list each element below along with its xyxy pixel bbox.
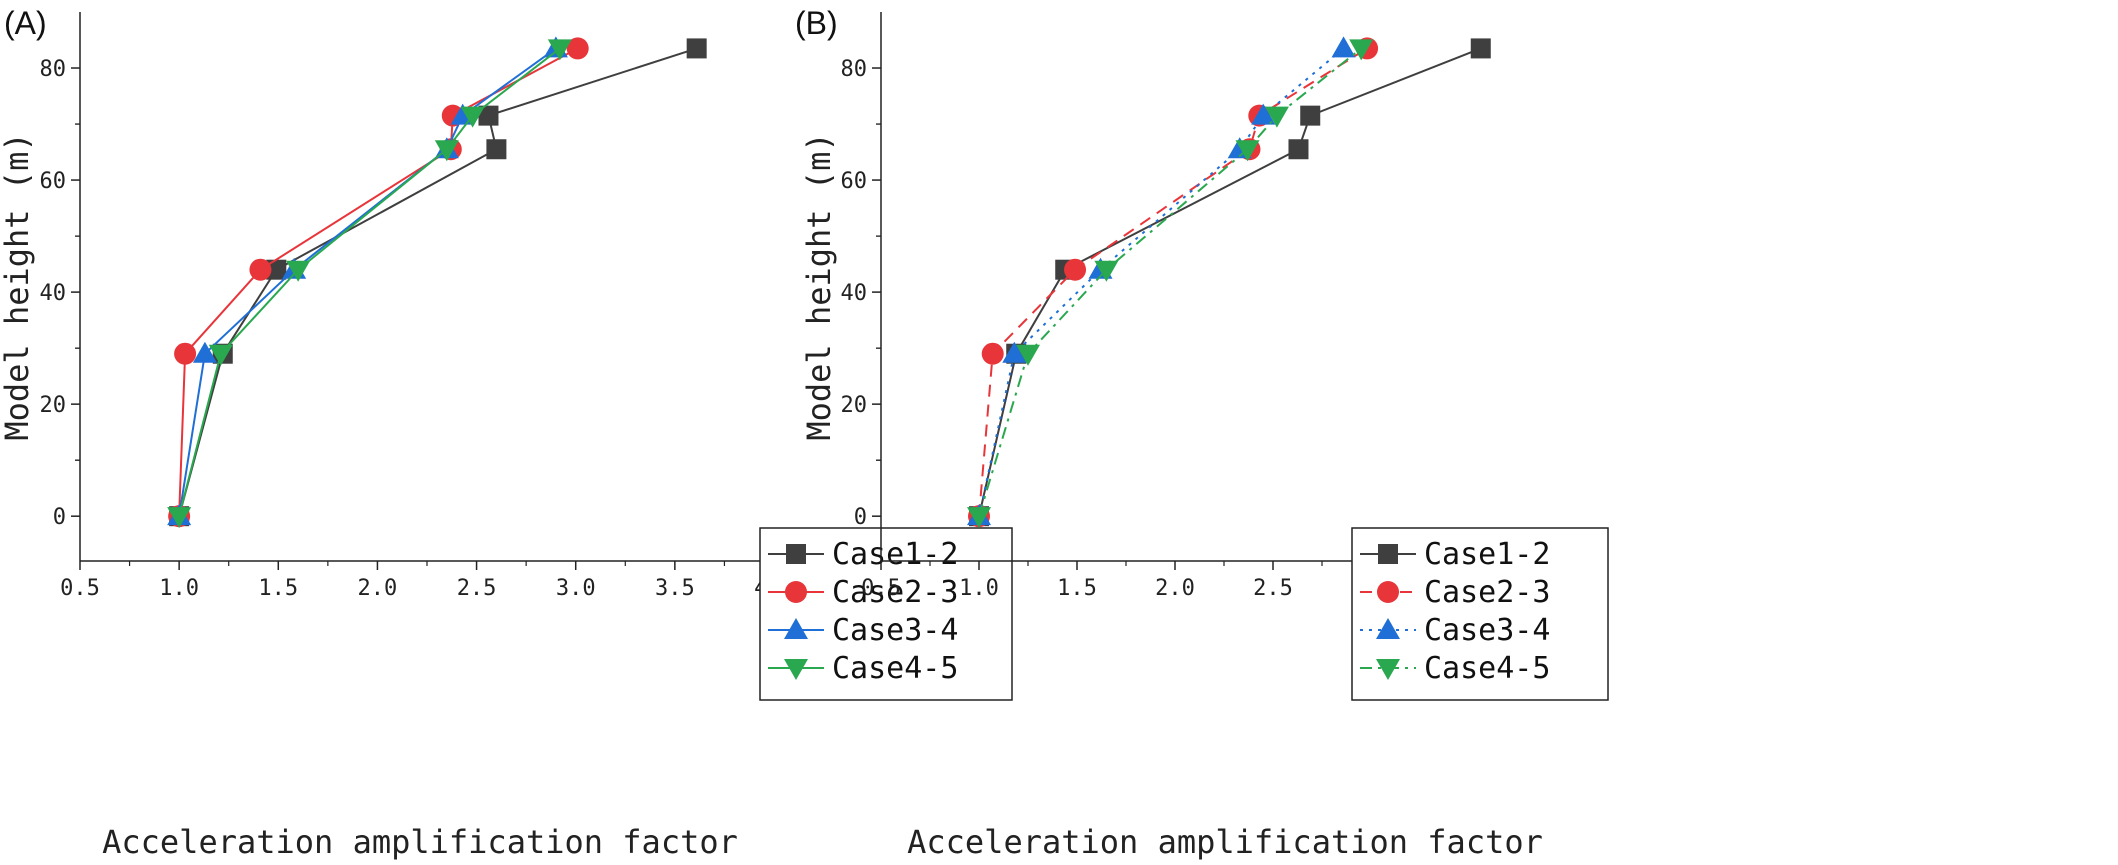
- series-Case1-2: [969, 38, 1491, 527]
- x-tick-label: 0.5: [861, 576, 901, 601]
- data-point: [266, 259, 287, 280]
- legend-marker: [784, 659, 808, 680]
- legend-entry: Case3-4: [768, 613, 958, 648]
- data-point: [486, 139, 507, 160]
- data-point: [1470, 38, 1491, 59]
- data-point: [1235, 140, 1260, 162]
- y-tick-label: 0: [854, 505, 867, 530]
- data-point: [286, 260, 311, 282]
- data-point: [1264, 106, 1289, 128]
- y-tick-label: 20: [40, 393, 67, 418]
- data-point: [1349, 39, 1374, 61]
- x-tick-label: 0.5: [60, 576, 100, 601]
- data-point: [1251, 103, 1276, 125]
- series-Case4-5: [167, 39, 572, 529]
- y-tick-label: 60: [841, 169, 868, 194]
- legend-label: Case1-2: [832, 537, 958, 572]
- legend-label: Case3-4: [1424, 613, 1550, 648]
- legend-label: Case3-4: [832, 613, 958, 648]
- panel-b: (B)0.51.01.52.02.53.03.54.0020406080Acce…: [795, 5, 1609, 861]
- x-tick-label: 2.5: [457, 576, 497, 601]
- data-point: [434, 140, 459, 162]
- legend-label: Case2-3: [1424, 575, 1550, 610]
- legend-entry: Case4-5: [1360, 651, 1550, 686]
- data-point: [1288, 139, 1309, 160]
- y-tick-label: 60: [40, 169, 67, 194]
- data-point: [566, 37, 589, 60]
- legend-entry: Case4-5: [768, 651, 958, 686]
- series-Case2-3: [168, 37, 589, 528]
- legend-marker: [1376, 618, 1400, 639]
- x-tick-label: 1.5: [1057, 576, 1097, 601]
- x-tick-label: 3.0: [556, 576, 596, 601]
- data-point: [460, 106, 485, 128]
- y-tick-label: 40: [841, 281, 868, 306]
- data-point: [981, 342, 1004, 365]
- panel-label: (A): [4, 5, 47, 41]
- legend-label: Case2-3: [832, 575, 958, 610]
- data-point: [249, 258, 272, 281]
- legend-marker: [1376, 659, 1400, 680]
- legend-label: Case4-5: [832, 651, 958, 686]
- x-tick-label: 2.5: [1253, 576, 1293, 601]
- y-axis-title: Model height (m): [800, 132, 838, 440]
- legend-entry: Case2-3: [768, 575, 958, 610]
- legend-entry: Case2-3: [1360, 575, 1550, 610]
- legend-marker: [1378, 544, 1398, 564]
- series-line: [978, 47, 1345, 517]
- y-tick-label: 20: [841, 393, 868, 418]
- data-point: [208, 344, 233, 366]
- data-point: [1064, 258, 1087, 281]
- panel-label: (B): [795, 5, 838, 41]
- data-point: [1300, 105, 1321, 126]
- series-line: [178, 47, 561, 517]
- y-tick-label: 40: [40, 281, 67, 306]
- legend-label: Case1-2: [1424, 537, 1550, 572]
- series-line: [978, 47, 1482, 517]
- y-tick-label: 0: [53, 505, 66, 530]
- data-point: [967, 507, 991, 529]
- x-axis-title: Acceleration amplification factor: [907, 823, 1543, 861]
- x-tick-label: 1.0: [959, 576, 999, 601]
- series-line: [178, 47, 557, 517]
- panel-a: (A)0.51.01.52.02.53.03.54.0020406080Acce…: [0, 5, 1013, 861]
- x-axis-title: Acceleration amplification factor: [102, 823, 738, 861]
- x-tick-label: 3.5: [655, 576, 695, 601]
- legend-marker: [1377, 581, 1399, 603]
- data-point: [174, 342, 197, 365]
- legend-entry: Case1-2: [768, 537, 958, 572]
- x-tick-label: 1.0: [159, 576, 199, 601]
- legend-marker: [786, 544, 806, 564]
- data-point: [1016, 344, 1040, 366]
- data-point: [547, 39, 572, 61]
- series-line: [178, 47, 579, 517]
- y-tick-label: 80: [40, 57, 67, 82]
- legend-marker: [785, 581, 807, 603]
- series-Case3-4: [967, 36, 1356, 526]
- x-tick-label: 1.5: [258, 576, 298, 601]
- series-line: [178, 47, 698, 517]
- series-line: [978, 47, 1362, 517]
- x-tick-label: 2.0: [1155, 576, 1195, 601]
- y-axis-title: Model height (m): [0, 132, 36, 440]
- data-point: [192, 341, 217, 363]
- series-line: [978, 47, 1368, 517]
- data-point: [1331, 36, 1356, 58]
- data-point: [167, 507, 192, 529]
- legend-label: Case4-5: [1424, 651, 1550, 686]
- data-point: [1002, 341, 1027, 363]
- legend-entry: Case3-4: [1360, 613, 1550, 648]
- data-point: [1094, 260, 1119, 282]
- data-point: [478, 105, 499, 126]
- data-point: [686, 38, 707, 59]
- series-Case4-5: [967, 39, 1374, 529]
- x-tick-label: 2.0: [358, 576, 398, 601]
- legend-entry: Case1-2: [1360, 537, 1550, 572]
- y-tick-label: 80: [841, 57, 868, 82]
- legend-marker: [784, 618, 808, 639]
